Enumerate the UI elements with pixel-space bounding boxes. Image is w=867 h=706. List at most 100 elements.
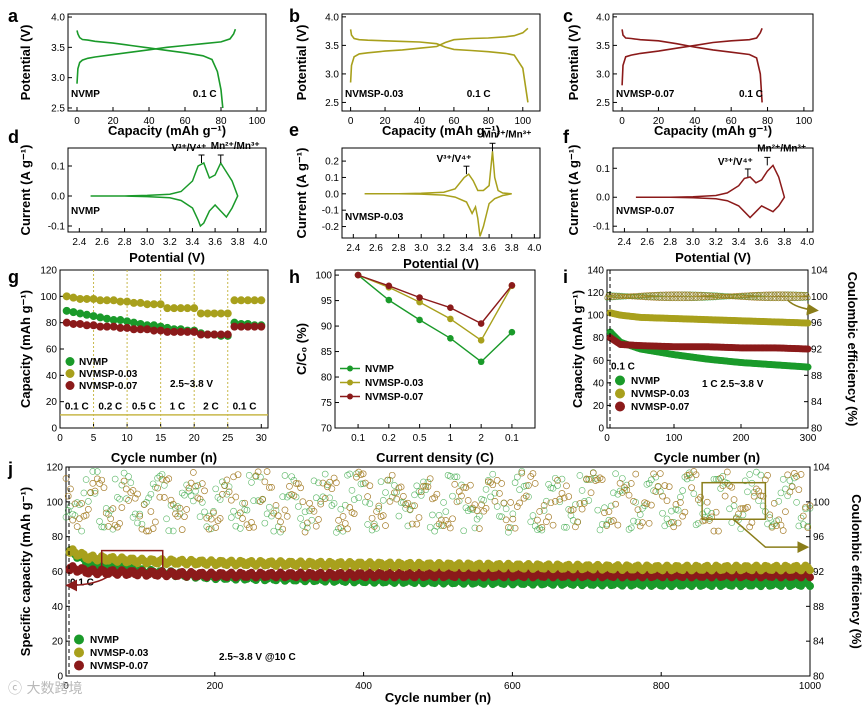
ce-point (742, 292, 748, 298)
ce-point (551, 497, 559, 505)
ce-point (661, 482, 669, 489)
ce-point (154, 474, 161, 482)
data-point (62, 292, 71, 301)
data-point (477, 358, 485, 366)
rate-label: 2 C (203, 402, 219, 413)
ce-point (364, 521, 371, 528)
ce-point (581, 498, 588, 505)
ce-point (799, 521, 807, 528)
ce-point (250, 497, 257, 505)
x-tick-label: 3.0 (140, 237, 154, 248)
data-point (447, 315, 454, 323)
ce-point (236, 525, 244, 532)
ce-point (498, 513, 505, 521)
y-tick-label: 40 (52, 602, 64, 613)
x-tick-label: 3.8 (777, 237, 791, 248)
ce-point (404, 522, 412, 530)
ce-point (221, 482, 228, 489)
data-point (190, 304, 199, 313)
sample-label: NVMSP-0.03 (345, 89, 404, 100)
ce-point (136, 512, 144, 520)
x-tick-label: 3.0 (414, 243, 428, 254)
y-right-tick-label: 100 (813, 497, 830, 508)
ce-point (328, 502, 336, 509)
ce-point (659, 492, 666, 500)
ce-point (793, 473, 800, 480)
ce-point (234, 471, 242, 478)
ce-point (207, 525, 215, 533)
ce-point (690, 490, 698, 497)
ce-point (712, 508, 720, 516)
y-right-axis-label: Coulombic efficiency (%) (849, 494, 864, 649)
panel-label: g (8, 267, 19, 287)
ce-point (525, 482, 532, 489)
x-tick-label: 10 (122, 433, 134, 444)
ce-point (775, 498, 783, 505)
ce-point (254, 468, 262, 476)
ce-point (489, 470, 497, 478)
ce-point (165, 475, 173, 483)
curve-charge (349, 27, 529, 83)
data-point (385, 282, 393, 290)
legend-marker (347, 379, 353, 386)
panel-label: i (563, 267, 568, 287)
ce-point (417, 492, 425, 499)
x-tick-label: 100 (666, 433, 683, 444)
sample-label: NVMP (71, 89, 100, 100)
x-tick-label: 0.5 (413, 433, 427, 444)
y-tick-label: 0 (57, 672, 63, 683)
ce-point (598, 521, 606, 528)
ce-point (784, 471, 791, 479)
ce-point (753, 468, 760, 476)
data-point (176, 304, 185, 313)
ce-point (674, 291, 680, 297)
data-point (96, 322, 105, 331)
ce-point (726, 482, 733, 490)
ce-point (643, 500, 651, 508)
ce-point (420, 478, 427, 486)
ce-point (594, 506, 602, 514)
y-tick-label: 60 (46, 345, 58, 356)
ce-point (496, 512, 503, 520)
ce-point (585, 497, 593, 504)
x-tick-label: 3.2 (163, 237, 177, 248)
capacity-zoom-box (100, 549, 164, 574)
ce-point (105, 511, 112, 518)
y-tick-label: 95 (321, 296, 333, 307)
ce-point (73, 499, 81, 506)
ce-point (391, 482, 398, 489)
ce-point (719, 473, 727, 480)
ce-point (596, 474, 604, 482)
axes-frame (612, 147, 814, 233)
ce-point (695, 292, 701, 298)
ce-point (136, 510, 144, 518)
x-tick-label: 80 (762, 116, 774, 127)
ce-point (134, 519, 141, 527)
ce-point (672, 296, 678, 302)
ce-point (297, 515, 304, 522)
watermark-text: 大数跨境 (26, 681, 83, 697)
ce-point (643, 295, 649, 301)
x-tick-label: 20 (653, 116, 665, 127)
ce-point (241, 499, 249, 507)
data-point (69, 293, 78, 302)
ce-point (478, 501, 485, 509)
rate-label: 0.1 C (233, 402, 257, 413)
ce-point (788, 482, 796, 490)
ce-point (802, 503, 809, 511)
rate-label: 0.5 C (132, 402, 156, 413)
ce-point (654, 483, 662, 490)
ce-point (473, 507, 481, 514)
ce-point (514, 473, 521, 481)
x-tick-label: 60 (448, 116, 460, 127)
ce-point (762, 295, 768, 301)
ce-point (330, 474, 338, 482)
ce-point (140, 501, 148, 508)
x-tick-label: 3.8 (505, 243, 519, 254)
ce-point (123, 495, 130, 503)
ce-point (662, 295, 668, 301)
y-right-tick-label: 92 (813, 567, 825, 578)
ce-point (610, 489, 617, 497)
ce-point (778, 296, 784, 302)
data-point (96, 313, 105, 322)
